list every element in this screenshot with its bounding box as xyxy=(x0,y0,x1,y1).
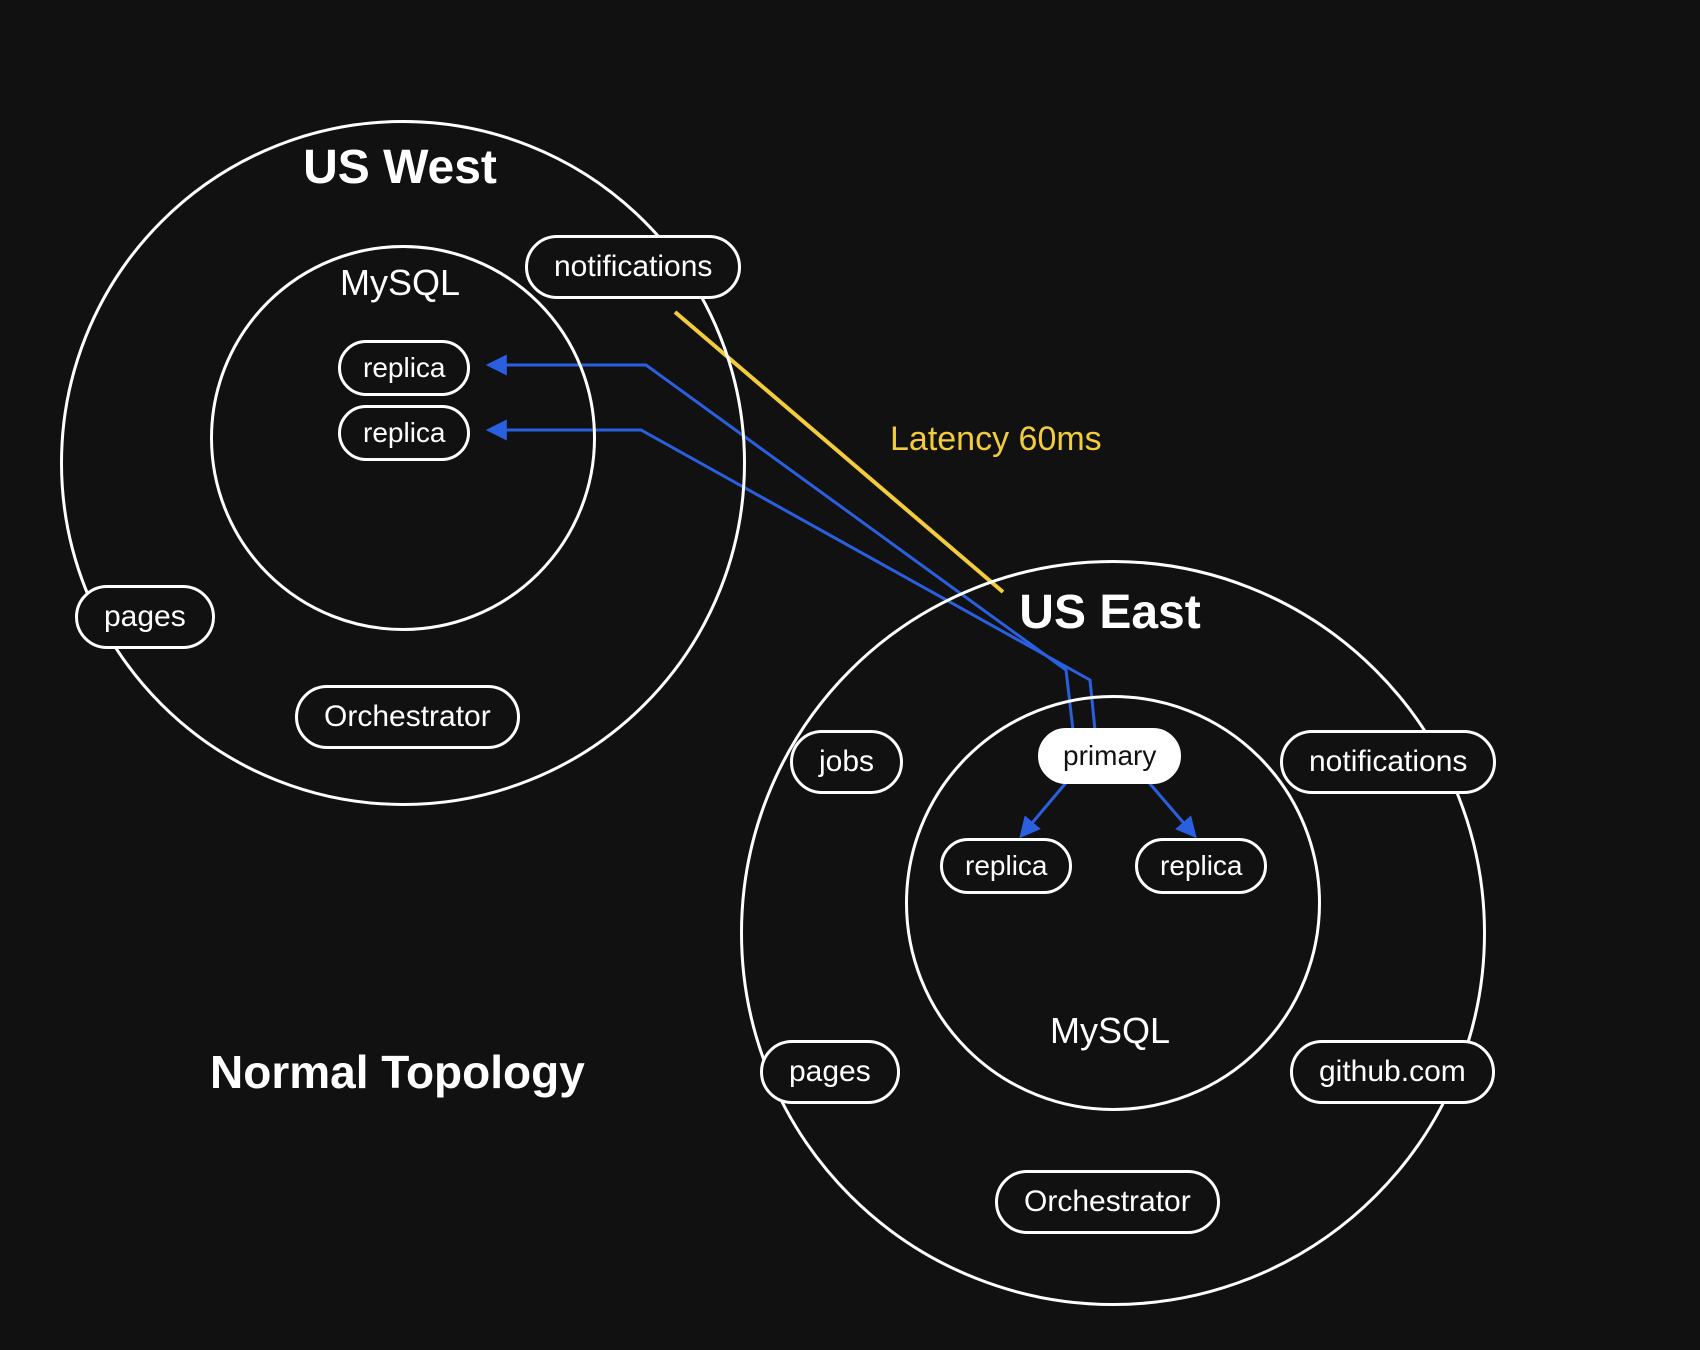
service-west-notifications: notifications xyxy=(525,235,741,299)
region-west-mysql-title: MySQL xyxy=(310,262,490,304)
node-west-replica2: replica xyxy=(338,405,470,461)
diagram-caption: Normal Topology xyxy=(210,1045,585,1099)
service-east-github: github.com xyxy=(1290,1040,1495,1104)
node-east-replica2: replica xyxy=(1135,838,1267,894)
region-east-title: US East xyxy=(1000,585,1220,640)
service-east-pages: pages xyxy=(760,1040,900,1104)
diagram-stage: US West MySQL replica replica notificati… xyxy=(0,0,1700,1350)
service-east-orchestrator: Orchestrator xyxy=(995,1170,1220,1234)
node-east-primary: primary xyxy=(1038,728,1181,784)
region-east-mysql-title: MySQL xyxy=(1045,1010,1175,1052)
service-west-orchestrator: Orchestrator xyxy=(295,685,520,749)
node-west-replica1: replica xyxy=(338,340,470,396)
service-east-jobs: jobs xyxy=(790,730,903,794)
latency-label: Latency 60ms xyxy=(890,420,1102,459)
region-west-title: US West xyxy=(260,140,540,195)
service-east-notifications: notifications xyxy=(1280,730,1496,794)
node-east-replica1: replica xyxy=(940,838,1072,894)
service-west-pages: pages xyxy=(75,585,215,649)
